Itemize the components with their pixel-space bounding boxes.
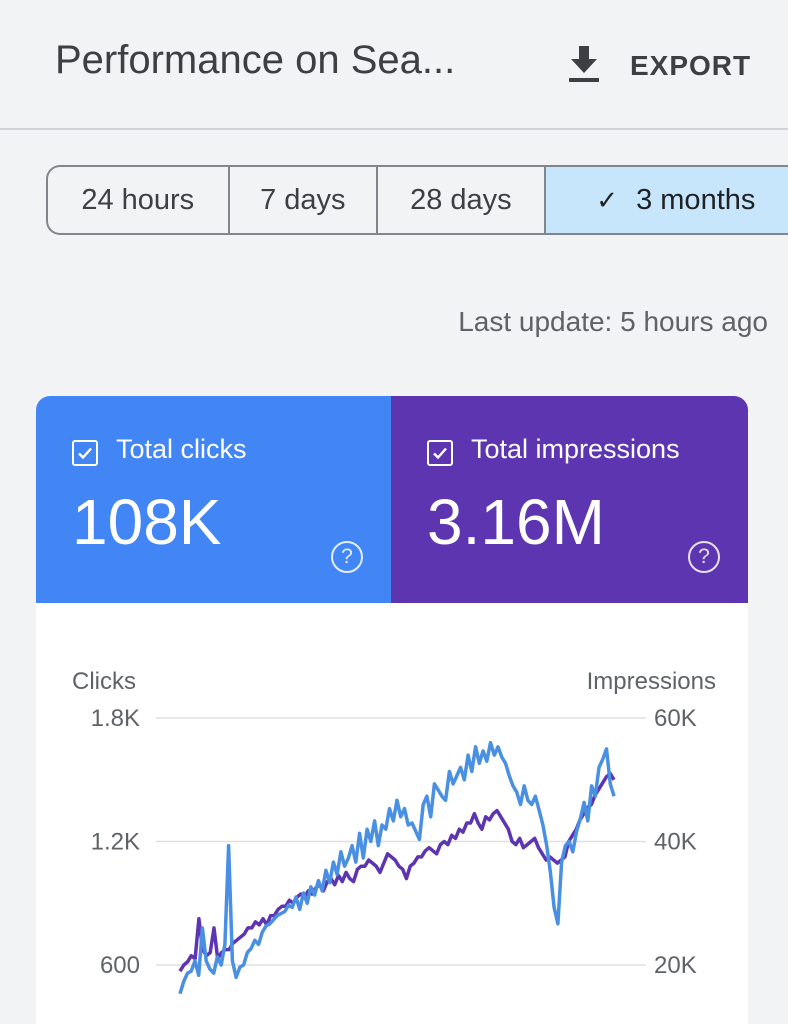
export-button[interactable]: EXPORT (566, 44, 751, 88)
series-line-impressions (178, 771, 616, 973)
last-update-text: Last update: 5 hours ago (458, 306, 768, 337)
metric-label: Total impressions (471, 434, 680, 464)
range-option-label: 3 months (636, 183, 756, 216)
range-option-3-months[interactable]: ✓ 3 months (545, 167, 788, 233)
y-right-tick: 40K (654, 829, 697, 856)
performance-card: Total clicks 108K ? Total impressions 3.… (36, 396, 748, 1024)
y-right-tick: 60K (654, 705, 697, 732)
y-left-axis-title: Clicks (72, 668, 136, 695)
range-option-label: 28 days (410, 183, 512, 216)
metric-label: Total clicks (116, 434, 247, 464)
y-left-tick: 1.8K (91, 705, 140, 732)
help-icon[interactable]: ? (688, 541, 720, 573)
date-range-selector: 24 hours 7 days 28 days ✓ 3 months (46, 165, 788, 235)
range-option-7-days[interactable]: 7 days (230, 167, 379, 233)
total-clicks-card[interactable]: Total clicks 108K ? (36, 396, 391, 603)
export-label: EXPORT (630, 50, 752, 81)
help-icon[interactable]: ? (331, 541, 363, 573)
header: Performance on Sea... EXPORT (0, 0, 788, 130)
checkbox-icon[interactable] (427, 440, 453, 466)
series-line-clicks (178, 740, 616, 995)
download-icon (566, 44, 602, 89)
range-option-label: 7 days (260, 183, 346, 216)
check-icon: ✓ (596, 184, 619, 215)
y-left-tick: 1.2K (91, 829, 140, 856)
metric-value: 3.16M (427, 486, 605, 558)
metric-value: 108K (72, 486, 222, 558)
range-option-28-days[interactable]: 28 days (378, 167, 546, 233)
performance-chart: 1.8K 60K 1.2K 40K 600 20K (91, 705, 697, 995)
y-right-tick: 20K (654, 952, 697, 979)
range-option-label: 24 hours (81, 183, 195, 216)
y-left-tick: 600 (100, 952, 140, 979)
checkbox-icon[interactable] (72, 440, 98, 466)
range-option-24-hours[interactable]: 24 hours (48, 167, 230, 233)
page-title: Performance on Sea... (55, 38, 456, 82)
total-impressions-card[interactable]: Total impressions 3.16M ? (391, 396, 748, 603)
y-right-axis-title: Impressions (586, 668, 716, 695)
